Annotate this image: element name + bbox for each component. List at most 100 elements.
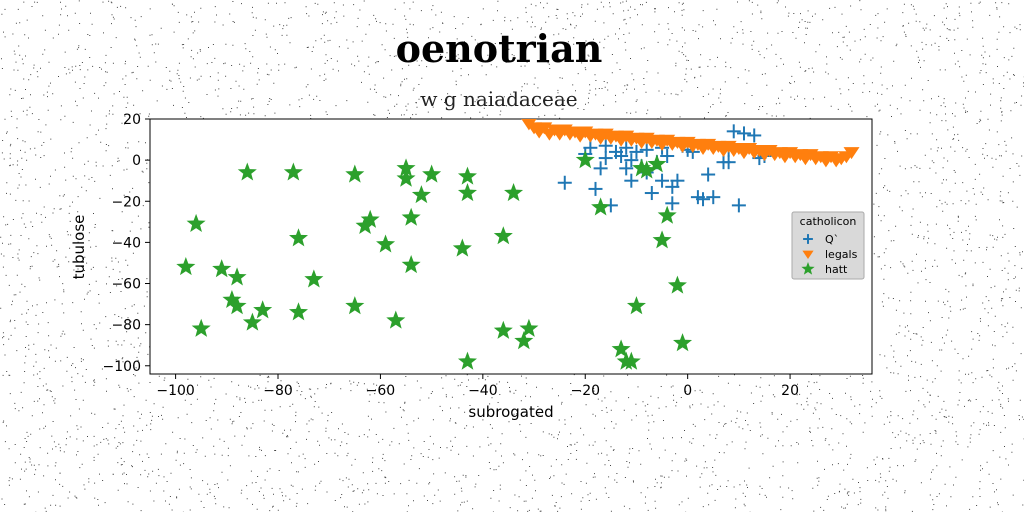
x-tick-label: −80 [263,383,293,399]
legend-entry-label: Q` [825,233,839,246]
point-star [227,296,247,315]
point-star [288,302,309,321]
point-star [621,351,641,370]
point-star [514,331,534,350]
point-star [345,164,365,183]
point-star [673,333,693,352]
point-star [345,296,365,315]
point-star [401,255,421,274]
point-plus [696,192,711,207]
legend-marker-plus [803,234,813,244]
point-star [396,158,416,177]
point-star [457,166,477,185]
legend-marker-triangle-down [802,250,814,260]
x-tick-label: −20 [570,383,600,399]
point-star [253,300,273,319]
point-plus [598,138,613,153]
point-plus [726,124,741,139]
point-star [227,267,247,286]
point-plus [629,144,644,159]
point-star [186,213,206,232]
point-plus [721,155,736,170]
point-star [591,197,611,216]
legend-title: catholicon [800,215,857,228]
point-plus [619,161,634,176]
point-plus [736,126,751,141]
point-star [667,275,687,294]
point-star [283,162,303,181]
point-star [647,154,667,173]
point-plus [665,179,680,194]
point-plus [747,128,762,143]
point-plus [614,149,629,164]
point-star [237,162,257,181]
point-star [386,310,406,329]
axis-ticks: −100 −80 −60 −40 −20 0 20 20 0 −20 −40 −60 −80 −100 [103,112,799,399]
y-tick-label: 20 [123,112,141,128]
point-star [360,209,380,228]
point-star [519,318,539,337]
legend-entry-label: hatt [825,263,848,276]
point-triangle-down [843,147,860,160]
point-star [212,259,232,278]
x-tick-label: −100 [156,383,194,399]
point-star [242,312,262,331]
legend: catholicon Q` legals hatt [791,211,865,280]
point-star [652,230,672,249]
point-star [457,351,477,370]
data-marks [176,119,860,370]
legend-box [791,211,865,280]
point-plus [624,153,639,168]
point-star [504,183,524,202]
point-star [637,160,657,179]
point-star [422,164,442,183]
point-star [411,185,431,204]
x-tick-label: 0 [683,383,692,399]
point-plus [557,175,572,190]
point-plus [665,196,680,211]
x-tick-label: 20 [781,383,799,399]
point-star [457,183,477,202]
legend-entry-label: legals [825,248,858,261]
y-axis-label: tubulose [70,215,88,280]
y-tick-label: 0 [132,153,141,169]
y-tick-label: −100 [103,359,141,375]
point-star [176,257,196,276]
point-star [304,269,324,288]
legend-marker-star [801,262,815,275]
y-tick-label: −60 [111,277,141,293]
point-star [401,207,421,226]
y-tick-label: −40 [111,235,141,251]
point-plus [588,181,603,196]
point-plus [619,140,634,155]
point-plus [598,151,613,166]
point-star [288,228,309,247]
point-star [396,168,416,187]
point-plus [655,173,670,188]
point-star [493,320,513,339]
y-tick-label: −80 [111,318,141,334]
point-star [493,226,513,245]
point-plus [624,173,639,188]
point-plus [593,161,608,176]
point-plus [701,167,716,182]
point-star [626,296,646,315]
chart-title: oenotrian [396,26,603,71]
point-plus [706,190,721,205]
point-plus [644,186,659,201]
point-star [452,238,472,257]
point-star [611,339,631,358]
x-axis-label: subrogated [468,403,553,421]
point-plus [660,149,675,164]
point-star [355,215,375,235]
chart-subtitle: w g naiadaceae [420,87,577,111]
x-tick-label: −60 [366,383,396,399]
point-star [191,318,211,337]
point-star [376,234,396,253]
point-star [657,205,677,224]
point-star [575,150,595,169]
point-star [222,289,242,309]
point-plus [639,142,654,157]
plot-area [149,118,873,375]
